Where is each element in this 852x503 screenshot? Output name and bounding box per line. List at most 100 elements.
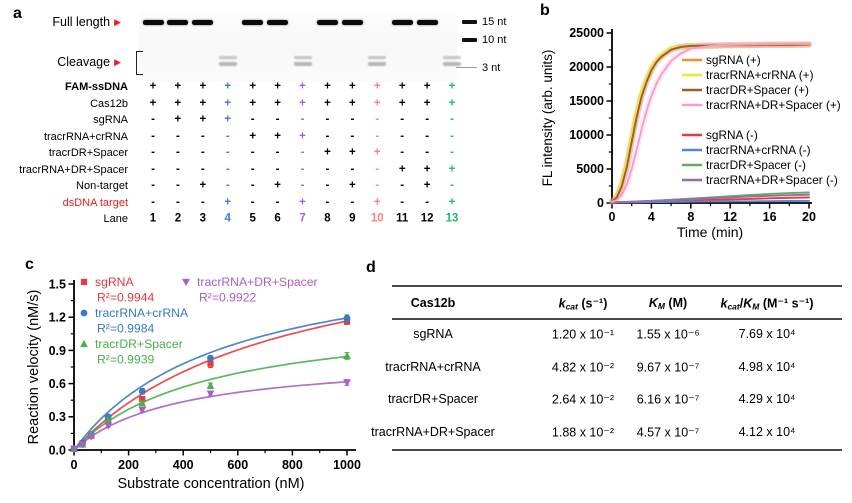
matrix-symbol: - <box>200 195 205 208</box>
matrix-symbol: + <box>423 80 431 93</box>
cleavage-row: Cleavage ▶ <box>0 55 121 69</box>
matrix-symbol: + <box>174 113 182 126</box>
legend-label: tracrRNA+DR+Spacer (+) <box>706 98 841 112</box>
table-cell: 4.82 x 10⁻² <box>551 360 615 375</box>
matrix-symbol: - <box>375 179 380 192</box>
matrix-symbol: - <box>151 113 155 126</box>
matrix-symbol: + <box>423 162 431 175</box>
matrix-symbol: - <box>275 195 280 208</box>
c-plot-area: 0.0 0.3 0.6 0.9 1.2 1.5 0 200 400 600 800 1000 sgRNA… <box>49 275 361 472</box>
lane-number: 11 <box>396 212 409 225</box>
marker-triangle-up <box>80 339 88 348</box>
matrix-symbol: - <box>300 113 305 126</box>
b-plot-area: 0 5000 10000 15000 20000 25000 0 4 8 12 16 20 sgRNA … <box>569 26 841 224</box>
cleavage-bracket <box>136 51 143 75</box>
y-tick-label: 1.2 <box>49 311 66 325</box>
lane-number: 10 <box>370 212 384 225</box>
matrix-symbol: - <box>300 179 305 192</box>
matrix-symbol: - <box>425 146 430 159</box>
lane-number: 3 <box>199 212 207 225</box>
matrix-symbol: + <box>448 195 456 208</box>
marker-triangle-up <box>104 416 113 424</box>
lane-number: 8 <box>324 212 331 225</box>
matrix-symbol: + <box>274 80 281 93</box>
table-row-label: tracrDR+Spacer <box>388 392 478 407</box>
lane-number: 12 <box>420 212 434 225</box>
matrix-symbol: + <box>324 146 331 159</box>
legend-label: sgRNA (+) <box>706 53 761 67</box>
gel-band-full-length <box>341 20 363 25</box>
table-header-rule <box>392 318 842 320</box>
gel-band-cleavage <box>443 56 462 59</box>
y-tick-label: 10000 <box>569 128 604 142</box>
panel-d-kinetic-table: d Cas12b kcat (s⁻¹) KM (M) kcat/KM (M⁻¹ s⁻¹… <box>360 250 852 498</box>
matrix-symbol: - <box>450 146 454 159</box>
matrix-symbol: - <box>425 113 430 126</box>
assay-row-label: Cas12b <box>90 97 128 110</box>
size-marker-dash <box>456 66 477 69</box>
matrix-symbol: - <box>350 162 355 175</box>
matrix-symbol: - <box>375 129 380 142</box>
gel-band-cleavage <box>218 62 237 66</box>
matrix-symbol: + <box>224 195 232 208</box>
y-tick-label: 0.3 <box>49 410 66 424</box>
matrix-symbol: - <box>325 162 330 175</box>
table-cell: 4.12 x 10⁴ <box>738 425 796 440</box>
matrix-symbol: - <box>151 179 155 192</box>
assay-row-label: dsDNA target <box>62 196 128 209</box>
x-tick-label: 20 <box>802 210 816 224</box>
matrix-symbol: + <box>299 80 306 93</box>
matrix-symbol: + <box>274 96 281 109</box>
matrix-symbol: - <box>450 129 454 142</box>
assay-row-label: sgRNA <box>93 114 128 126</box>
y-tick-label: 5000 <box>576 162 604 176</box>
matrix-symbol: - <box>275 113 280 126</box>
gel-band-full-length <box>416 20 438 25</box>
michaelis-menten-chart: Reaction velocity (nM/s) Substrate conce… <box>26 275 361 492</box>
gel-band-cleavage <box>443 62 462 66</box>
x-tick-label: 4 <box>648 210 655 224</box>
matrix-symbol: - <box>175 146 180 159</box>
panel-c-kinetics: c Reaction velocity (nM/s) Substrate con… <box>0 248 365 498</box>
b-x-axis-title: Time (min) <box>677 224 743 240</box>
marker-square <box>139 395 146 403</box>
matrix-symbol: + <box>299 96 306 109</box>
matrix-symbol: + <box>448 162 456 175</box>
matrix-symbol: - <box>425 195 430 208</box>
full-length-label: Full length <box>52 15 111 29</box>
matrix-symbol: + <box>398 96 406 109</box>
matrix-symbol: + <box>224 96 232 109</box>
matrix-symbol: - <box>250 162 255 175</box>
legend-label: sgRNA (-) <box>706 128 758 142</box>
marker-square <box>80 278 88 286</box>
panel-b-time-course: b FL intensity (arb. units) Time (min) 0… <box>535 0 852 248</box>
y-tick-label: 0.0 <box>49 443 66 457</box>
y-tick-label: 20000 <box>569 60 604 74</box>
table-cell: 4.29 x 10⁴ <box>738 392 796 407</box>
matrix-symbol: + <box>373 80 381 93</box>
matrix-symbol: + <box>249 129 257 142</box>
x-tick-label: 16 <box>763 210 777 224</box>
fluorescence-time-course-chart: FL intensity (arb. units) Time (min) 0 50… <box>540 26 841 240</box>
gel-band-full-length <box>242 20 264 25</box>
table-header-cell: kcat/KM (M⁻¹ s⁻¹) <box>720 296 814 312</box>
marker-circle <box>138 387 146 395</box>
table-cell: 4.57 x 10⁻⁷ <box>636 425 700 440</box>
lane-number: 13 <box>445 212 459 225</box>
panel-d-letter: d <box>366 259 376 276</box>
matrix-symbol: + <box>448 80 456 93</box>
matrix-symbol: - <box>325 195 330 208</box>
matrix-symbol: + <box>249 96 257 109</box>
marker-triangle-down <box>138 407 147 415</box>
matrix-symbol: + <box>224 80 232 93</box>
matrix-symbol: + <box>448 96 456 109</box>
matrix-symbol: - <box>200 162 205 175</box>
lane-number: 6 <box>274 212 281 225</box>
matrix-symbol: + <box>199 113 207 126</box>
assay-row-label: Non-target <box>76 180 128 192</box>
matrix-symbol: + <box>398 162 406 175</box>
matrix-symbol: - <box>400 113 405 126</box>
gel-band-full-length <box>167 20 189 25</box>
matrix-symbol: + <box>373 96 381 109</box>
matrix-symbol: + <box>299 129 306 142</box>
